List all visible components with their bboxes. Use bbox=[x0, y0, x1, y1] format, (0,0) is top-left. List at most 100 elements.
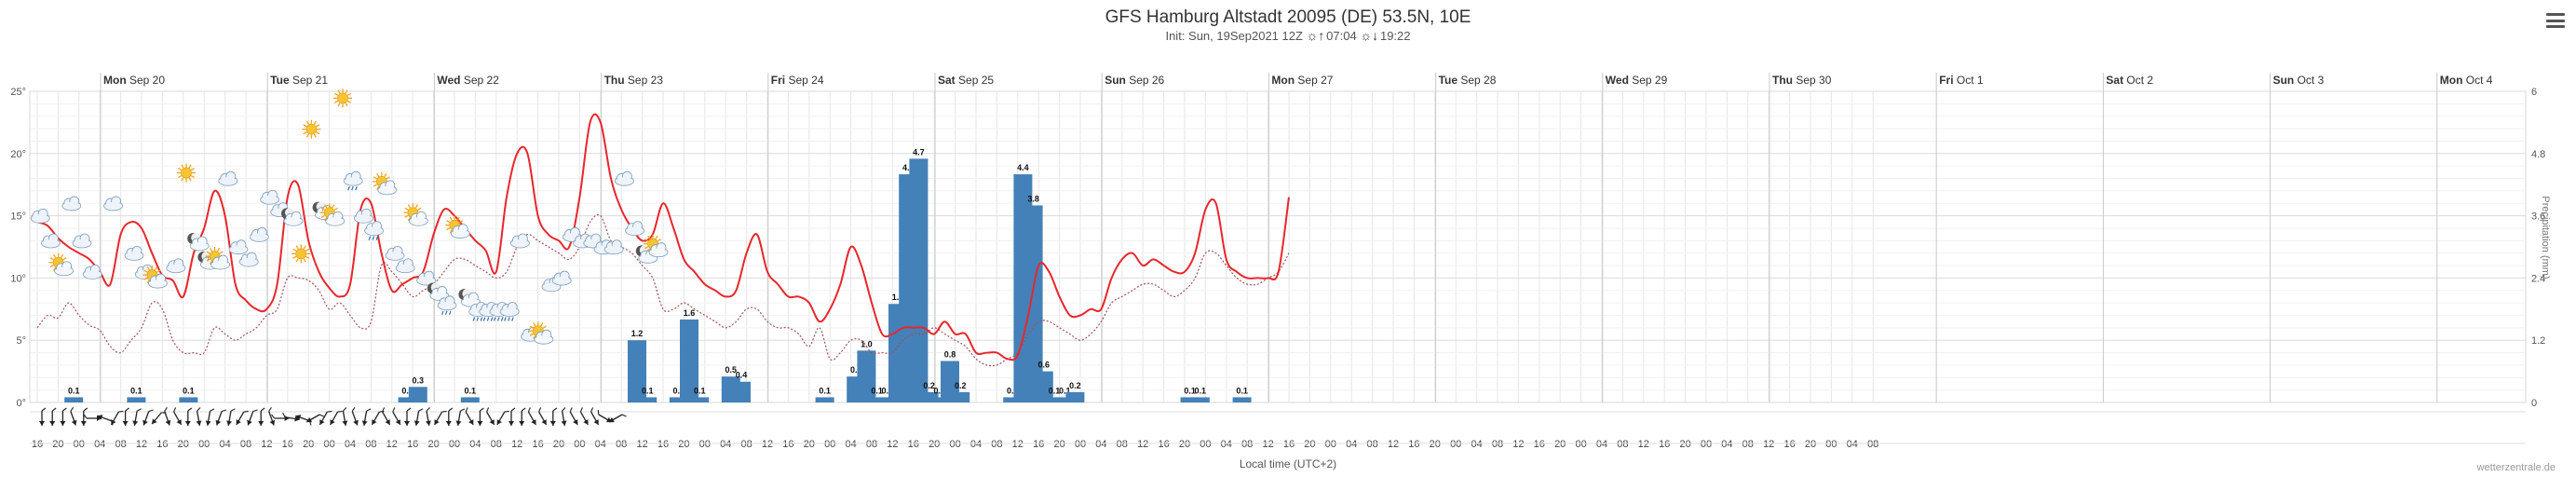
wind-head bbox=[49, 421, 56, 426]
y-axis-right-label: Precipitation (mm) bbox=[2540, 196, 2551, 279]
precip-label: 0.1 bbox=[882, 386, 894, 395]
hour-tick: 12 bbox=[511, 439, 522, 450]
sun-disc bbox=[337, 92, 348, 104]
cloud-icon bbox=[563, 226, 582, 242]
sun-ray bbox=[219, 251, 224, 254]
wind-arrow bbox=[282, 412, 300, 422]
chart-title: GFS Hamburg Altstadt 20095 (DE) 53.5N, 1… bbox=[1105, 7, 1471, 27]
wind-barb bbox=[83, 407, 88, 412]
wind-arrow bbox=[142, 409, 154, 426]
cloud-part bbox=[191, 242, 209, 250]
sun-ray bbox=[647, 248, 651, 252]
hour-tick: 20 bbox=[303, 439, 314, 450]
wind-arrow bbox=[351, 406, 359, 426]
hour-tick: 00 bbox=[949, 439, 960, 450]
wind-barb bbox=[243, 410, 249, 413]
wind-head bbox=[184, 421, 191, 426]
cloud-part bbox=[42, 239, 60, 247]
wind-arrow bbox=[205, 408, 215, 426]
cloud-icon bbox=[228, 239, 249, 255]
hour-tick: 08 bbox=[1492, 439, 1503, 450]
sun-ray bbox=[404, 207, 409, 211]
cloud-part bbox=[501, 307, 519, 316]
wind-barb bbox=[366, 408, 372, 412]
sun-ray bbox=[320, 214, 325, 218]
credit: wetterzentrale.de bbox=[2476, 462, 2556, 473]
hour-tick: 16 bbox=[1158, 439, 1169, 450]
sun-ray bbox=[376, 172, 380, 178]
wind-barb bbox=[351, 406, 356, 412]
sun-ray bbox=[373, 176, 377, 180]
sun-cloud-icon bbox=[528, 321, 554, 345]
cloud-part bbox=[605, 245, 623, 253]
wind-arrow bbox=[268, 406, 276, 426]
rain-drop bbox=[511, 317, 514, 321]
wind-head bbox=[71, 419, 77, 426]
precip-bar bbox=[179, 397, 198, 402]
cloud-part bbox=[74, 239, 90, 247]
sun-ray bbox=[178, 167, 183, 171]
wind-arrow bbox=[49, 407, 57, 426]
precip-bar bbox=[857, 350, 876, 402]
wind-head bbox=[508, 421, 514, 426]
day-label: Mon Oct 4 bbox=[2440, 74, 2493, 87]
hour-tick: 00 bbox=[1575, 439, 1586, 450]
wind-head bbox=[583, 419, 589, 425]
wind-barb bbox=[136, 408, 142, 412]
hamburger-menu-icon[interactable] bbox=[2546, 13, 2565, 28]
wind-head bbox=[361, 420, 368, 426]
wind-head bbox=[330, 419, 335, 425]
sun-ray bbox=[644, 238, 649, 242]
precip-label: 0.1 bbox=[871, 386, 883, 395]
cloud-icon bbox=[395, 258, 415, 274]
sun-ray bbox=[414, 204, 418, 209]
day-label: Wed Sep 29 bbox=[1606, 74, 1668, 87]
hour-tick: 00 bbox=[699, 439, 711, 450]
hour-tick: 04 bbox=[1471, 439, 1482, 450]
wind-barb bbox=[268, 406, 272, 412]
hour-tick: 00 bbox=[1325, 439, 1336, 450]
y-tick-left: 10° bbox=[10, 273, 26, 284]
sun-ray bbox=[332, 204, 335, 209]
sun-ray bbox=[533, 335, 536, 340]
sun-ray bbox=[334, 92, 339, 96]
wind-barb bbox=[319, 414, 324, 417]
precip-label: 0.1 bbox=[934, 386, 946, 395]
sun-cloud-icon bbox=[403, 203, 428, 226]
sun-ray bbox=[303, 131, 307, 135]
wind-barb bbox=[343, 407, 347, 412]
precip-label: 0.1 bbox=[401, 386, 414, 395]
temperature-line bbox=[36, 113, 1290, 361]
hour-tick: 20 bbox=[52, 439, 63, 450]
wind-head bbox=[226, 420, 233, 426]
hour-tick: 12 bbox=[762, 439, 773, 450]
rain-drop bbox=[480, 317, 483, 321]
wind-arrow bbox=[330, 410, 343, 426]
wind-head bbox=[414, 420, 420, 426]
wind-barb bbox=[597, 409, 600, 416]
wind-head bbox=[284, 416, 290, 421]
sun-cloud-icon bbox=[644, 234, 669, 258]
wind-head bbox=[247, 419, 252, 426]
wind-arrow bbox=[60, 407, 67, 426]
wind-head bbox=[342, 420, 348, 426]
wind-arrow bbox=[80, 407, 88, 426]
sun-ray bbox=[305, 248, 310, 252]
precip-label: 0.1 bbox=[819, 386, 831, 395]
hour-tick: 00 bbox=[1825, 439, 1837, 450]
wind-head bbox=[258, 421, 264, 426]
wind-barb bbox=[125, 407, 129, 412]
cloud-part bbox=[553, 277, 571, 285]
precip-label: 0.3 bbox=[413, 375, 425, 385]
wind-head bbox=[353, 419, 359, 426]
wind-arrow bbox=[519, 407, 526, 426]
cloud-part bbox=[650, 248, 667, 256]
hour-tick: 16 bbox=[407, 439, 418, 450]
wind-barb bbox=[164, 406, 168, 412]
wind-arrow bbox=[83, 414, 102, 421]
cloud-part bbox=[378, 185, 396, 194]
precip-label: 0.1 bbox=[1236, 386, 1248, 395]
hour-tick: 08 bbox=[1617, 439, 1628, 450]
hour-tick: 16 bbox=[282, 439, 293, 450]
